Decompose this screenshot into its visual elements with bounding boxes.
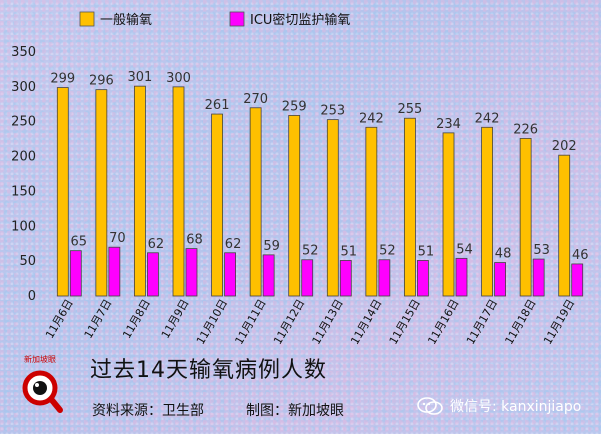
- logo-text: 新加坡眼: [24, 355, 56, 364]
- data-label: 270: [243, 92, 268, 107]
- wechat-badge: 微信号: kanxinjiapo: [416, 396, 581, 416]
- x-axis: 11月6日 11月7日 11月8日 11月9日 11月10日 11月11日 11月12日 11…: [43, 297, 577, 347]
- bar-general: [442, 132, 455, 297]
- x-tick-label: 11月18日: [502, 297, 538, 347]
- data-label: 51: [341, 244, 358, 259]
- data-label: 70: [109, 231, 126, 246]
- data-label: 65: [71, 235, 88, 250]
- y-tick-label: 150: [11, 184, 36, 199]
- bar-general: [249, 107, 262, 297]
- data-source: 资料来源：卫生部: [92, 403, 204, 419]
- magnifier-eye-logo-icon: [22, 370, 63, 413]
- data-label: 51: [418, 244, 435, 259]
- data-label: 62: [148, 237, 165, 252]
- x-tick-label: 11月13日: [310, 297, 346, 347]
- legend-label-1: ICU密切监护输氧: [250, 12, 350, 28]
- bar-chart: 一般输氧 ICU密切监护输氧 0 50 100 150 200 250 300 350 299 6…: [11, 11, 589, 347]
- data-label: 54: [456, 242, 473, 257]
- bar-icu: [224, 252, 236, 297]
- chart-title: 过去14天输氧病例人数: [90, 358, 327, 383]
- y-tick-label: 300: [11, 80, 36, 95]
- bar-general: [288, 115, 301, 297]
- data-label: 242: [475, 111, 500, 126]
- wechat-id: 微信号: kanxinjiapo: [450, 399, 582, 415]
- bar-icu: [339, 260, 352, 297]
- y-tick-label: 350: [11, 45, 36, 60]
- bar-icu: [532, 258, 545, 297]
- data-label: 46: [572, 248, 589, 263]
- legend-swatch-1: [229, 11, 245, 27]
- data-label: 48: [495, 247, 512, 262]
- data-label: 202: [552, 139, 577, 154]
- data-label: 301: [128, 70, 153, 85]
- data-label: 261: [205, 98, 230, 113]
- x-tick-label: 11月8日: [120, 297, 153, 341]
- data-label: 259: [282, 99, 307, 114]
- bar-general: [172, 86, 185, 297]
- bars-group: 299 65 296 70 301 62 300 68 261 62 270 59 259 52 253 51…: [50, 70, 589, 297]
- chart-legend: 一般输氧 ICU密切监护输氧: [79, 11, 350, 28]
- x-tick-label: 11月15日: [387, 297, 423, 347]
- y-axis: 0 50 100 150 200 250 300 350: [11, 45, 36, 304]
- data-label: 242: [359, 111, 384, 126]
- legend-label-0: 一般输氧: [100, 12, 152, 28]
- data-label: 226: [513, 122, 538, 137]
- x-tick-label: 11月19日: [541, 297, 577, 347]
- bar-icu: [417, 260, 429, 297]
- x-tick-label: 11月14日: [348, 297, 384, 347]
- bar-icu: [69, 250, 82, 297]
- x-tick-label: 11月7日: [82, 297, 115, 341]
- data-label: 53: [533, 243, 550, 258]
- y-tick-label: 100: [11, 219, 36, 234]
- y-tick-label: 0: [28, 289, 36, 304]
- x-tick-label: 11月17日: [464, 297, 500, 347]
- bar-icu: [378, 259, 391, 297]
- chart-credit: 制图：新加坡眼: [246, 403, 344, 419]
- x-tick-label: 11月12日: [271, 297, 307, 347]
- bar-icu: [262, 254, 275, 297]
- wechat-icon: [417, 397, 443, 415]
- bar-icu: [185, 248, 198, 297]
- bar-icu: [301, 259, 314, 297]
- y-tick-label: 250: [11, 115, 36, 130]
- bar-general: [365, 126, 378, 297]
- bar-general: [326, 119, 339, 297]
- bar-general: [134, 85, 146, 297]
- bar-icu: [108, 246, 121, 297]
- bar-icu: [571, 263, 584, 297]
- data-label: 52: [302, 244, 319, 259]
- data-label: 59: [263, 239, 280, 254]
- data-label: 234: [436, 117, 461, 132]
- bar-general: [211, 113, 223, 297]
- x-tick-label: 11月16日: [425, 297, 461, 347]
- data-label: 253: [320, 104, 345, 119]
- data-label: 300: [166, 71, 191, 86]
- bar-general: [404, 117, 416, 297]
- bar-general: [481, 126, 493, 297]
- data-label: 299: [50, 72, 75, 87]
- bar-icu: [455, 257, 468, 297]
- bar-general: [95, 89, 108, 297]
- x-tick-label: 11月11日: [232, 297, 268, 347]
- data-label: 255: [398, 102, 423, 117]
- bar-general: [519, 138, 532, 297]
- data-label: 296: [89, 74, 114, 89]
- bar-general: [558, 154, 571, 297]
- bar-icu: [147, 252, 159, 297]
- data-label: 62: [225, 237, 242, 252]
- legend-swatch-0: [79, 11, 95, 27]
- data-label: 52: [379, 244, 396, 259]
- x-tick-label: 11月6日: [43, 297, 76, 341]
- bar-icu: [494, 262, 506, 297]
- x-tick-label: 11月9日: [159, 297, 192, 341]
- x-tick-label: 11月10日: [194, 297, 230, 347]
- y-tick-label: 200: [11, 150, 36, 165]
- bar-general: [56, 87, 69, 297]
- data-label: 68: [186, 233, 203, 248]
- y-tick-label: 50: [19, 254, 36, 269]
